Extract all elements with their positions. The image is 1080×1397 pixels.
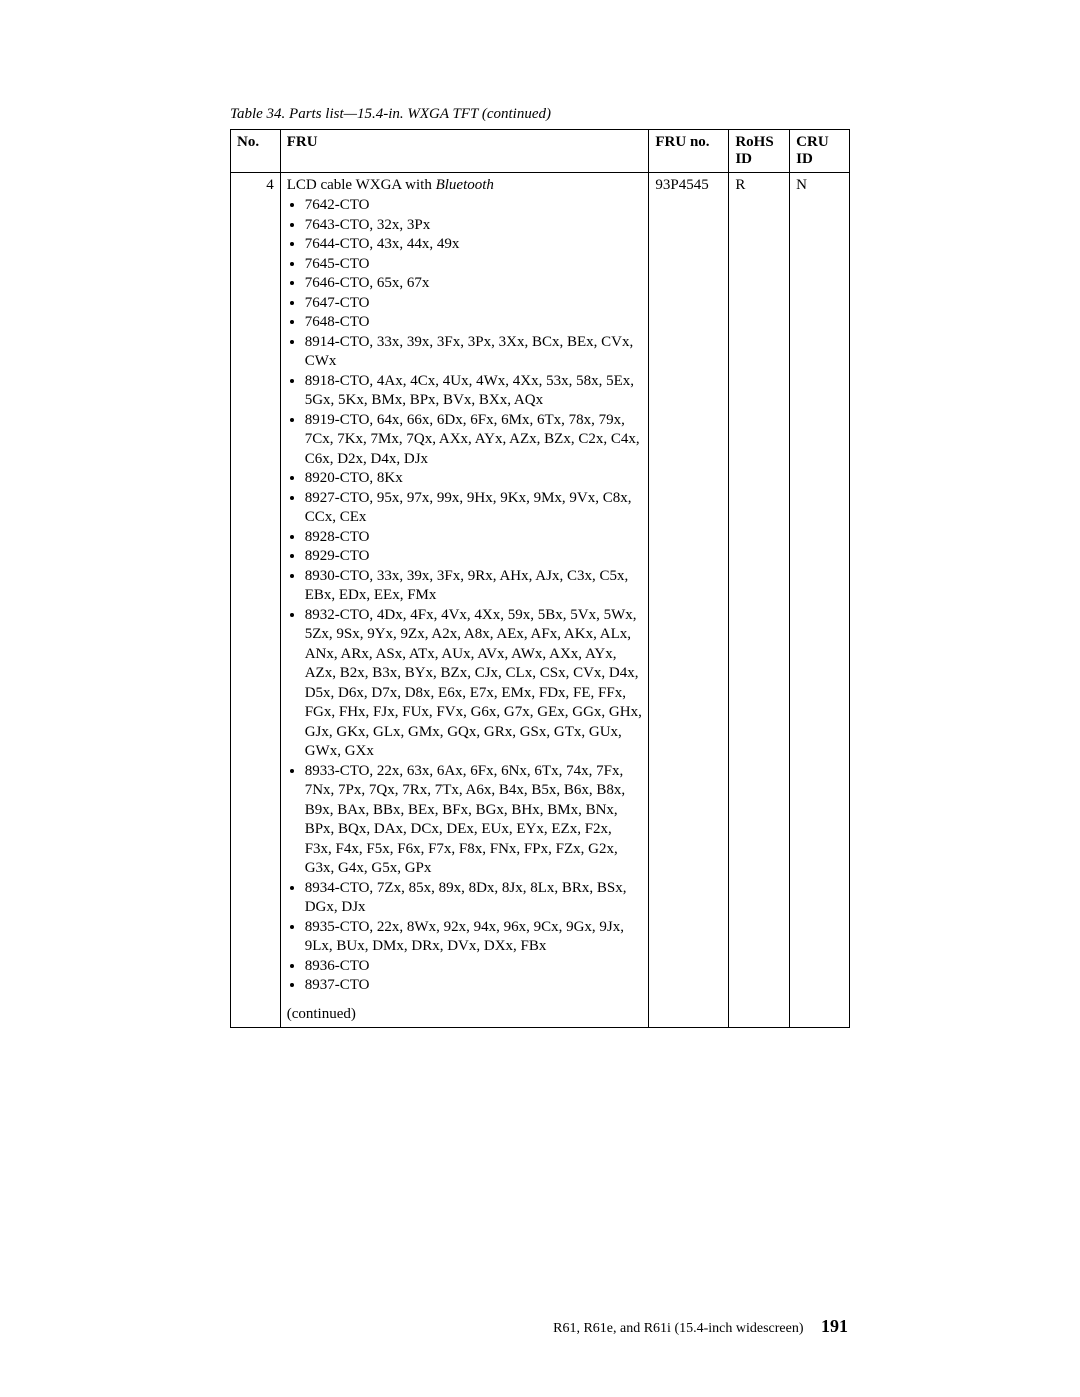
cell-fruno: 93P4545: [649, 173, 729, 1028]
fru-bullet-list: 7642-CTO7643-CTO, 32x, 3Px7644-CTO, 43x,…: [287, 196, 643, 996]
list-item: 8936-CTO: [305, 957, 643, 977]
table-row: 4 LCD cable WXGA with Bluetooth 7642-CTO…: [231, 173, 850, 1028]
list-item: 7647-CTO: [305, 294, 643, 314]
list-item: 8920-CTO, 8Kx: [305, 469, 643, 489]
list-item: 7643-CTO, 32x, 3Px: [305, 216, 643, 236]
col-header-fruno: FRU no.: [649, 130, 729, 173]
page-footer: R61, R61e, and R61i (15.4-inch widescree…: [553, 1316, 848, 1337]
footer-text: R61, R61e, and R61i (15.4-inch widescree…: [553, 1321, 803, 1336]
footer-pagenum: 191: [821, 1316, 848, 1336]
list-item: 7648-CTO: [305, 313, 643, 333]
list-item: 8919-CTO, 64x, 66x, 6Dx, 6Fx, 6Mx, 6Tx, …: [305, 411, 643, 470]
rohs-label2: ID: [735, 151, 752, 167]
table-header-row: No. FRU FRU no. RoHS ID CRU ID: [231, 130, 850, 173]
list-item: 7642-CTO: [305, 196, 643, 216]
cru-label2: ID: [796, 151, 813, 167]
col-header-cru: CRU ID: [790, 130, 850, 173]
list-item: 7645-CTO: [305, 255, 643, 275]
list-item: 8937-CTO: [305, 976, 643, 996]
list-item: 8935-CTO, 22x, 8Wx, 92x, 94x, 96x, 9Cx, …: [305, 918, 643, 957]
list-item: 8928-CTO: [305, 528, 643, 548]
cell-fru: LCD cable WXGA with Bluetooth 7642-CTO76…: [280, 173, 649, 1028]
cell-rohs: R: [729, 173, 790, 1028]
table-caption: Table 34. Parts list—15.4-in. WXGA TFT (…: [230, 106, 850, 123]
col-header-fru: FRU: [280, 130, 649, 173]
cru-label1: CRU: [796, 134, 829, 150]
cell-no: 4: [231, 173, 281, 1028]
list-item: 8930-CTO, 33x, 39x, 3Fx, 9Rx, AHx, AJx, …: [305, 567, 643, 606]
col-header-no: No.: [231, 130, 281, 173]
fru-title-pre: LCD cable WXGA with: [287, 177, 436, 193]
parts-table: No. FRU FRU no. RoHS ID CRU ID 4 LCD cab…: [230, 129, 850, 1028]
list-item: 8918-CTO, 4Ax, 4Cx, 4Ux, 4Wx, 4Xx, 53x, …: [305, 372, 643, 411]
col-header-rohs: RoHS ID: [729, 130, 790, 173]
list-item: 7646-CTO, 65x, 67x: [305, 274, 643, 294]
list-item: 8914-CTO, 33x, 39x, 3Fx, 3Px, 3Xx, BCx, …: [305, 333, 643, 372]
list-item: 8929-CTO: [305, 547, 643, 567]
list-item: 7644-CTO, 43x, 44x, 49x: [305, 235, 643, 255]
fru-title-em: Bluetooth: [436, 177, 494, 193]
rohs-label1: RoHS: [735, 134, 773, 150]
fru-title: LCD cable WXGA with Bluetooth: [287, 177, 643, 194]
list-item: 8927-CTO, 95x, 97x, 99x, 9Hx, 9Kx, 9Mx, …: [305, 489, 643, 528]
list-item: 8932-CTO, 4Dx, 4Fx, 4Vx, 4Xx, 59x, 5Bx, …: [305, 606, 643, 762]
cell-cru: N: [790, 173, 850, 1028]
fru-continued: (continued): [287, 1006, 643, 1023]
list-item: 8933-CTO, 22x, 63x, 6Ax, 6Fx, 6Nx, 6Tx, …: [305, 762, 643, 879]
list-item: 8934-CTO, 7Zx, 85x, 89x, 8Dx, 8Jx, 8Lx, …: [305, 879, 643, 918]
